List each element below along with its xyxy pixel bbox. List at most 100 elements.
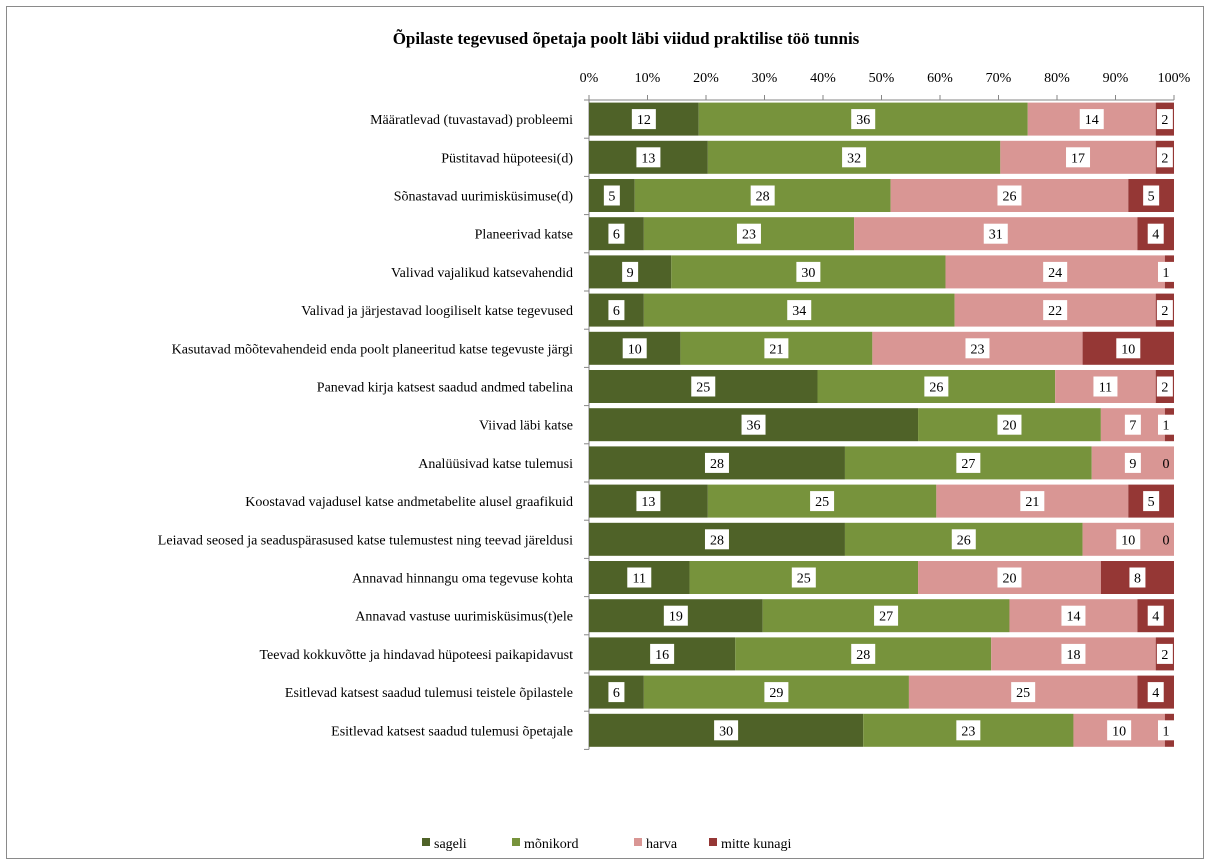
data-label: 5: [608, 190, 615, 205]
data-label: 28: [710, 457, 724, 472]
data-label: 5: [1148, 495, 1155, 510]
data-label: 0: [1163, 457, 1170, 472]
data-label: 28: [756, 190, 770, 205]
data-label: 1: [1163, 724, 1170, 739]
data-label-box: [1156, 376, 1173, 397]
data-label: 10: [1112, 724, 1126, 739]
data-label: 12: [637, 113, 651, 128]
category-label: Teevad kokkuvõtte ja hindavad hüpoteesi …: [259, 648, 573, 663]
data-label: 4: [1152, 686, 1159, 701]
data-label: 32: [847, 151, 861, 166]
data-label: 25: [797, 572, 811, 587]
x-tick-label: 40%: [810, 71, 836, 86]
category-label: Analüüsivad katse tulemusi: [418, 457, 573, 472]
data-label-box: [764, 338, 789, 359]
data-label: 9: [627, 266, 634, 281]
data-label-box: [1043, 261, 1068, 282]
data-label: 28: [856, 648, 870, 663]
data-label-box: [764, 682, 789, 703]
data-label-box: [1124, 414, 1141, 435]
chart-title: Õpilaste tegevused õpetaja poolt läbi vi…: [393, 28, 860, 48]
data-label: 30: [801, 266, 815, 281]
data-label-box: [1143, 185, 1160, 206]
data-label-box: [1066, 147, 1091, 168]
data-label-box: [1147, 605, 1164, 626]
data-label: 2: [1161, 381, 1168, 396]
data-label: 27: [961, 457, 975, 472]
category-label: Planeerivad katse: [475, 228, 573, 243]
data-label-box: [691, 376, 716, 397]
x-tick-label: 10%: [635, 71, 661, 86]
data-label: 22: [1048, 304, 1062, 319]
data-label: 2: [1161, 113, 1168, 128]
data-label-box: [1156, 300, 1173, 321]
data-label-box: [1020, 491, 1045, 512]
category-label: Valivad ja järjestavad loogiliselt katse…: [301, 304, 573, 319]
data-label: 6: [613, 686, 620, 701]
data-label-box: [956, 452, 981, 473]
x-tick-label: 60%: [927, 71, 953, 86]
data-label-box: [1124, 452, 1141, 473]
data-label-box: [851, 109, 876, 130]
data-label: 2: [1161, 304, 1168, 319]
category-label: Koostavad vajadusel katse andmetabelite …: [245, 495, 573, 510]
data-label-box: [1143, 491, 1160, 512]
data-label: 31: [989, 228, 1003, 243]
data-label-box: [965, 338, 990, 359]
data-label: 34: [792, 304, 806, 319]
category-label: Panevad kirja katsest saadud andmed tabe…: [317, 381, 574, 396]
data-label: 19: [669, 610, 683, 625]
data-label: 21: [769, 342, 783, 357]
data-label: 7: [1129, 419, 1136, 434]
category-label: Esitlevad katsest saadud tulemusi õpetaj…: [331, 724, 573, 739]
data-label: 10: [628, 342, 642, 357]
data-label-box: [1079, 109, 1104, 130]
data-label-box: [1129, 567, 1146, 588]
data-label-box: [650, 643, 675, 664]
data-label-box: [924, 376, 949, 397]
data-label: 8: [1134, 572, 1141, 587]
data-label: 27: [879, 610, 893, 625]
category-label: Püstitavad hüpoteesi(d): [441, 151, 573, 166]
data-label: 17: [1071, 151, 1085, 166]
data-label: 1: [1163, 266, 1170, 281]
data-label: 20: [1002, 572, 1016, 587]
data-label: 29: [769, 686, 783, 701]
category-label: Annavad vastuse uurimisküsimus(t)ele: [355, 610, 573, 625]
data-label: 25: [815, 495, 829, 510]
data-label-box: [704, 529, 729, 550]
data-label-box: [608, 300, 625, 321]
data-label-box: [736, 223, 761, 244]
data-label-box: [622, 261, 639, 282]
data-label-box: [1158, 720, 1174, 741]
data-label-box: [842, 147, 867, 168]
data-label-box: [997, 567, 1022, 588]
legend-swatch: [634, 838, 642, 846]
data-label-box: [951, 529, 976, 550]
data-label-box: [1147, 223, 1164, 244]
data-label: 2: [1161, 648, 1168, 663]
data-label-box: [1116, 338, 1141, 359]
category-labels: Määratlevad (tuvastavad) probleemi Püstit…: [158, 113, 574, 739]
legend-label: sageli: [434, 837, 467, 852]
category-label: Leiavad seosed ja seaduspärasused katse …: [158, 533, 573, 548]
data-label-box: [1107, 720, 1132, 741]
data-label-box: [631, 109, 656, 130]
data-label-box: [663, 605, 688, 626]
data-label-box: [636, 491, 661, 512]
data-label: 6: [613, 304, 620, 319]
category-label: Sõnastavad uurimisküsimuse(d): [394, 190, 574, 205]
data-label-box: [1147, 682, 1164, 703]
data-label: 4: [1152, 610, 1159, 625]
data-label: 28: [710, 533, 724, 548]
data-label-box: [874, 605, 899, 626]
data-label: 25: [1016, 686, 1030, 701]
data-label: 4: [1152, 228, 1159, 243]
data-label-box: [1156, 147, 1173, 168]
data-label: 26: [929, 381, 943, 396]
data-label: 5: [1148, 190, 1155, 205]
data-label: 14: [1066, 610, 1080, 625]
category-label: Annavad hinnangu oma tegevuse kohta: [352, 572, 574, 587]
x-tick-label: 100%: [1158, 71, 1191, 86]
data-label-box: [1043, 300, 1068, 321]
